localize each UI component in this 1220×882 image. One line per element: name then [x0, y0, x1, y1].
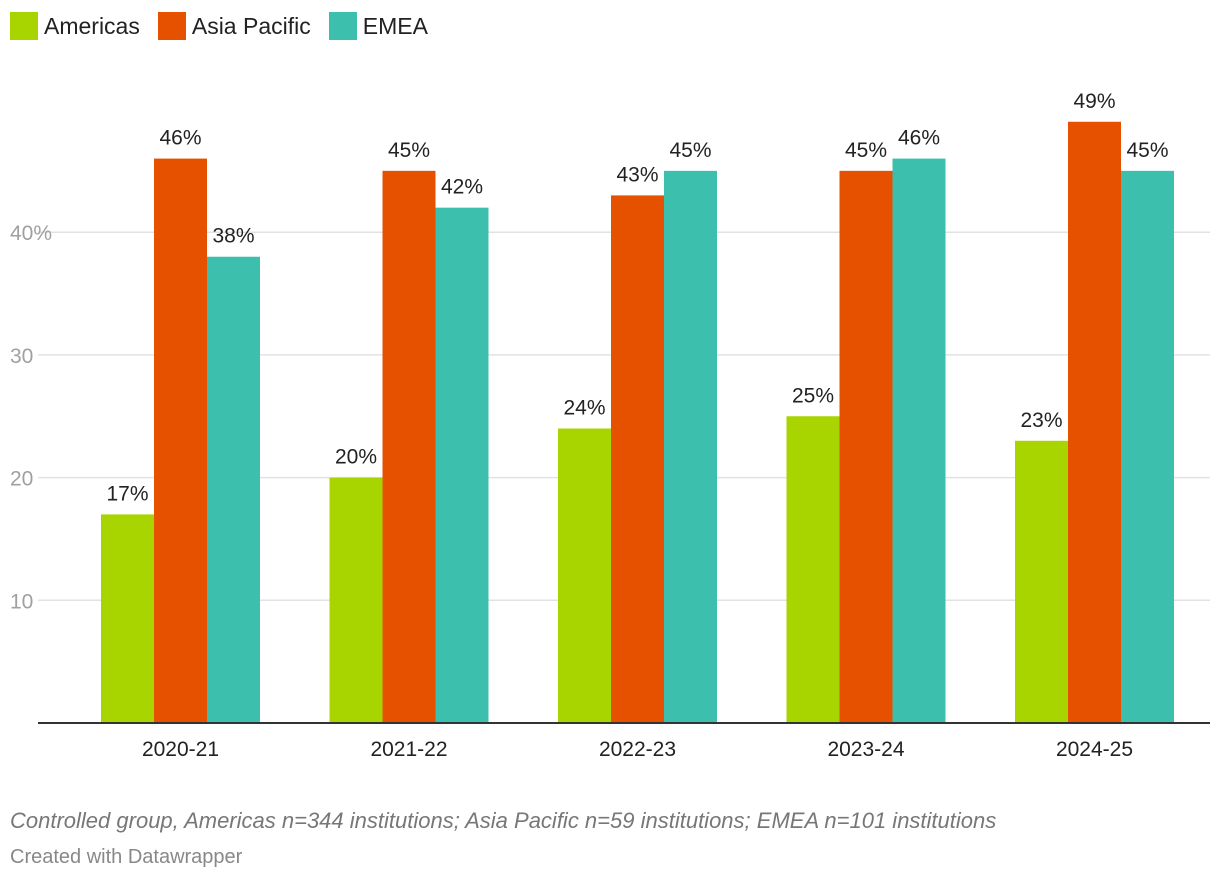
bar: [1121, 170, 1174, 724]
data-label: 45%: [669, 139, 711, 162]
legend-swatch-americas: [10, 12, 38, 40]
x-tick-label: 2023-24: [827, 738, 904, 761]
data-label: 43%: [616, 163, 658, 186]
legend-swatch-emea: [328, 12, 357, 40]
y-tick-label: 20: [10, 468, 33, 491]
data-label: 46%: [898, 127, 940, 150]
bar: [154, 158, 207, 723]
bar: [892, 158, 946, 723]
data-label: 49%: [1073, 90, 1115, 113]
x-tick-label: 2021-22: [370, 738, 447, 761]
data-label: 17%: [106, 482, 148, 505]
bar: [329, 477, 383, 723]
data-label: 20%: [335, 446, 377, 469]
y-tick-label: 30: [10, 345, 33, 368]
bar: [611, 195, 664, 723]
x-tick-label: 2020-21: [142, 738, 219, 761]
x-tick-label: 2022-23: [599, 738, 676, 761]
data-label: 24%: [563, 397, 605, 420]
data-label: 38%: [212, 225, 254, 248]
bar: [839, 170, 893, 724]
bar: [558, 428, 611, 723]
y-tick-label: 10: [10, 590, 33, 613]
legend-item-emea: EMEA: [328, 12, 428, 40]
x-tick-label: 2024-25: [1056, 738, 1133, 761]
legend-label-emea: EMEA: [362, 12, 428, 39]
legend-label-americas: Americas: [44, 12, 140, 39]
bar: [1015, 440, 1068, 723]
chart-legend: Americas Asia Pacific EMEA: [10, 12, 446, 40]
data-label: 45%: [388, 139, 430, 162]
bar: [101, 514, 154, 723]
data-label: 42%: [441, 176, 483, 199]
bar: [207, 256, 260, 723]
legend-item-asia-pacific: Asia Pacific: [157, 12, 311, 40]
data-label: 23%: [1020, 409, 1062, 432]
data-label: 46%: [159, 127, 201, 150]
data-label: 45%: [1126, 139, 1168, 162]
bar: [382, 170, 436, 724]
bar: [1068, 121, 1121, 723]
bar-chart: 10 20 30 40% 17% 46% 38% 2020-21 20% 45% 42% 2021-2…: [10, 90, 1210, 761]
bar: [786, 416, 840, 723]
legend-label-asia-pacific: Asia Pacific: [191, 12, 311, 39]
legend-swatch-asia-pacific: [157, 12, 186, 40]
data-label: 45%: [845, 139, 887, 162]
y-tick-label: 40%: [10, 222, 52, 245]
bar: [664, 170, 717, 724]
chart-credit: Created with Datawrapper: [10, 846, 243, 868]
legend-item-americas: Americas: [10, 12, 140, 40]
bar: [435, 207, 489, 723]
data-label: 25%: [792, 384, 834, 407]
chart-footnote: Controlled group, Americas n=344 institu…: [10, 808, 997, 833]
